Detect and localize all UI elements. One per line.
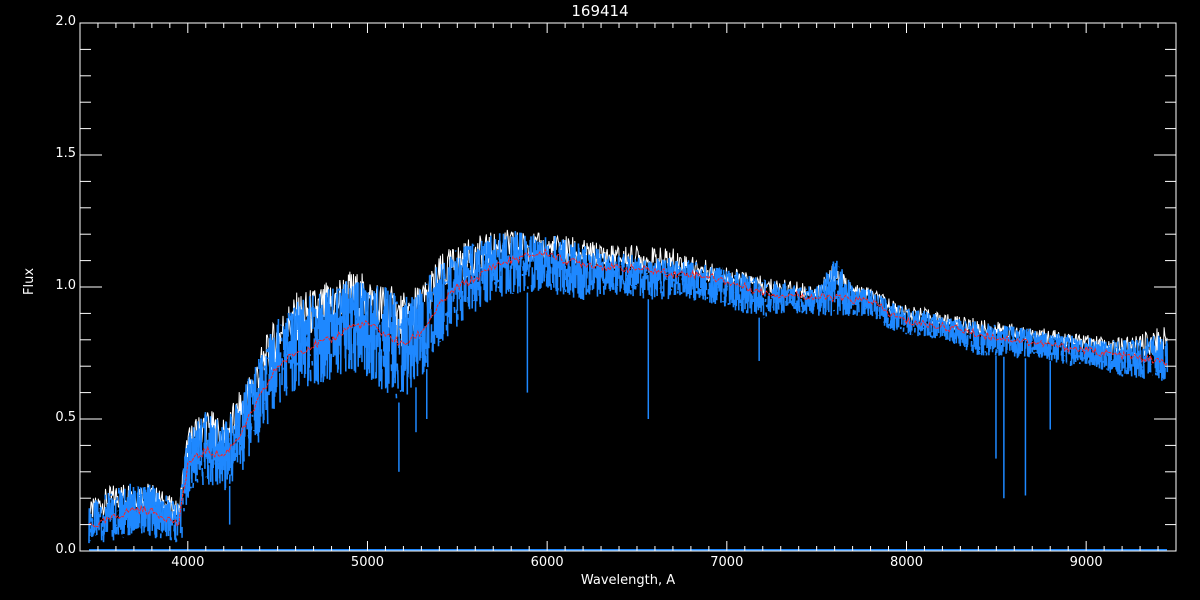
x-tick-label: 6000 <box>530 555 564 570</box>
chart-title: 169414 <box>571 2 629 20</box>
x-axis-label: Wavelength, A <box>580 573 676 588</box>
y-axis-label: Flux <box>22 267 37 295</box>
y-tick-label: 2.0 <box>55 14 76 29</box>
x-tick-label: 7000 <box>710 555 744 570</box>
x-tick-label: 8000 <box>889 555 924 570</box>
y-tick-label: 0.0 <box>55 542 76 557</box>
x-tick-label: 4000 <box>171 555 205 570</box>
x-tick-label: 5000 <box>350 555 385 570</box>
x-tick-label: 9000 <box>1069 555 1103 570</box>
y-tick-label: 0.5 <box>55 410 76 425</box>
y-tick-label: 1.0 <box>55 278 76 293</box>
y-tick-label: 1.5 <box>55 146 76 161</box>
smoothed-spectrum-line <box>88 248 1168 528</box>
observed-spectrum-line <box>88 231 1169 544</box>
